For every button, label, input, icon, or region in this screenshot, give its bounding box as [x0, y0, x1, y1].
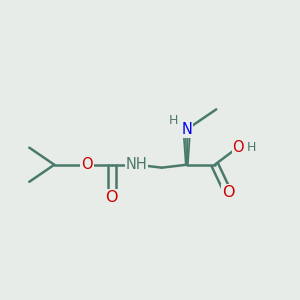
Text: O: O: [222, 185, 234, 200]
Text: H: H: [247, 141, 256, 154]
Text: N: N: [182, 122, 192, 137]
Text: O: O: [106, 190, 118, 205]
Text: H: H: [169, 114, 178, 127]
Text: O: O: [232, 140, 244, 154]
Text: NH: NH: [126, 157, 148, 172]
Text: O: O: [81, 157, 92, 172]
